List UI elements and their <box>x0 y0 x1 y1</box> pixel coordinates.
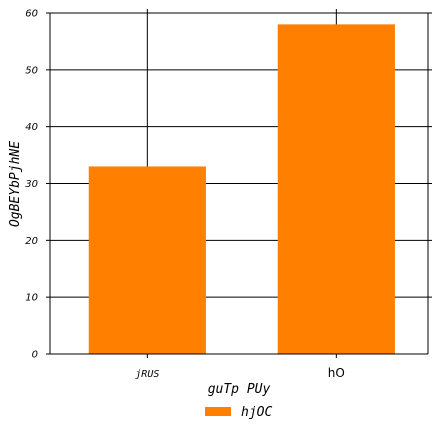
legend: hjOC <box>205 405 272 420</box>
y-tick-label: 50 <box>25 65 38 76</box>
legend-label: hjOC <box>241 405 272 420</box>
y-tick-label: 40 <box>25 122 38 133</box>
y-tick-label: 0 <box>32 350 38 361</box>
y-tick-label: 20 <box>25 236 38 247</box>
bars <box>88 24 395 354</box>
x-tick-label: hO <box>328 366 345 380</box>
bar-jRUS <box>88 166 206 354</box>
legend-swatch <box>205 407 231 416</box>
x-axis-title: guTp PUy <box>208 382 271 397</box>
y-tick-label: 60 <box>25 9 38 20</box>
x-tick-label: jRUS <box>135 369 159 380</box>
x-ticks: jRUS hO <box>135 354 345 380</box>
y-ticks: 0 10 20 30 40 50 60 <box>25 9 50 361</box>
bar-hO <box>277 24 395 354</box>
y-axis-title: OgBEYbPjhNE <box>8 141 23 227</box>
y-tick-label: 10 <box>25 293 38 304</box>
y-tick-label: 30 <box>25 179 38 190</box>
